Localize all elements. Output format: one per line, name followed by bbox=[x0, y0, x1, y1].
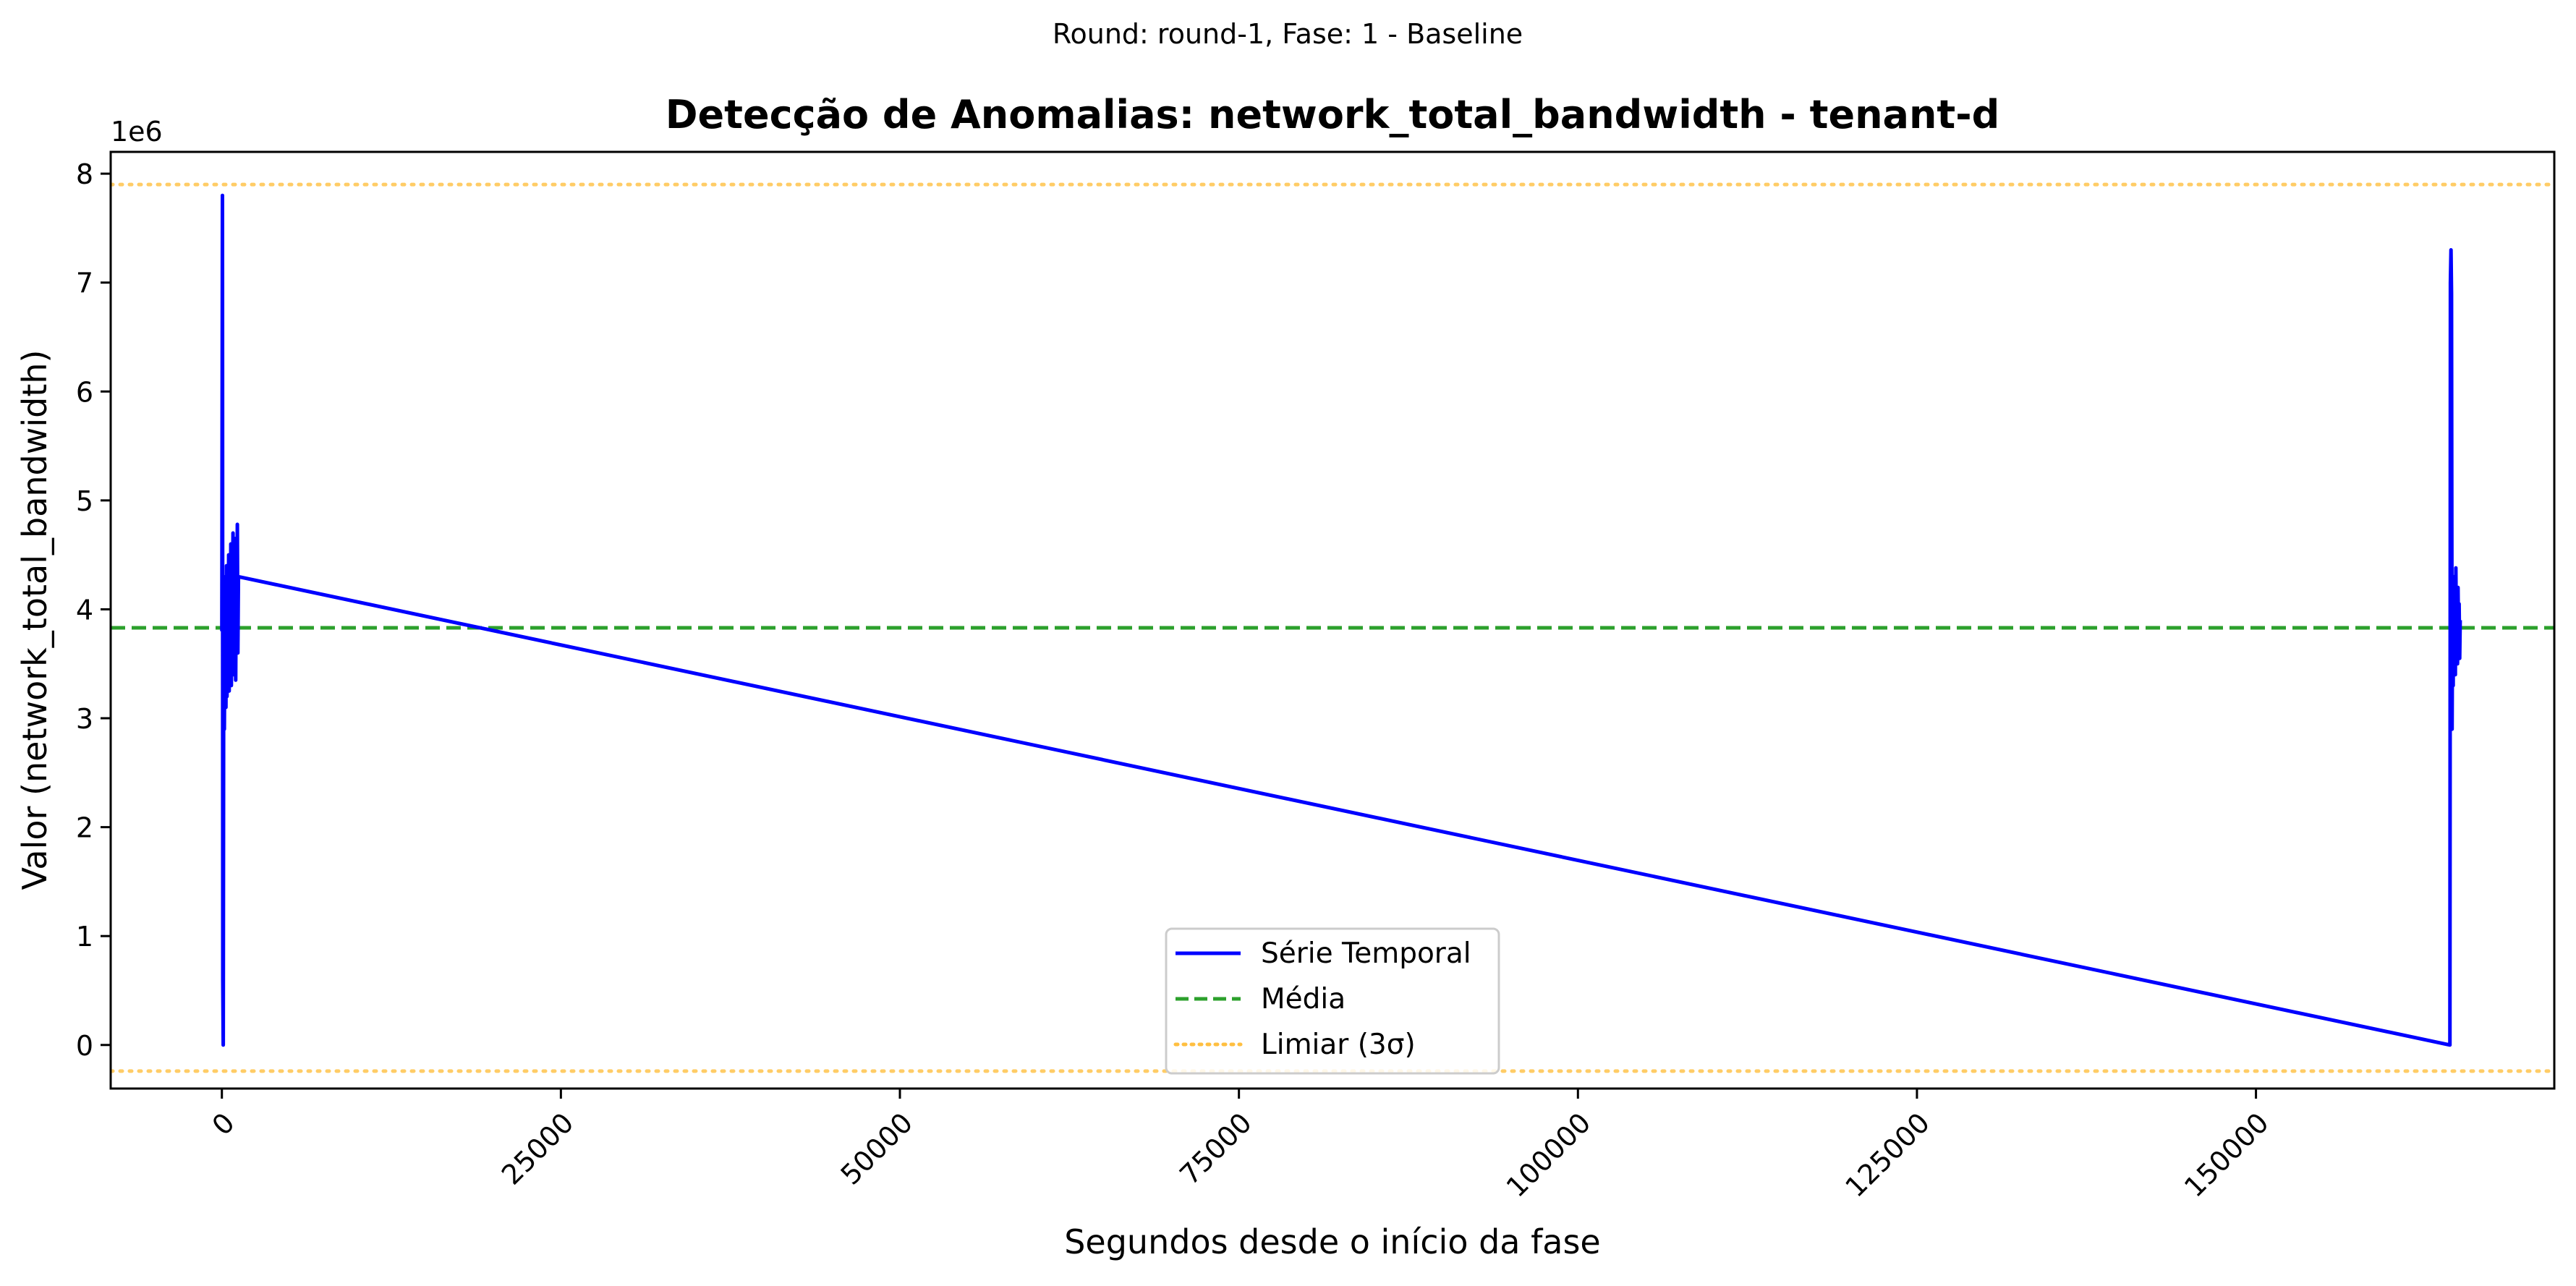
x-tick-label: 25000 bbox=[496, 1107, 580, 1191]
chart-legend: Série Temporal Média Limiar (3σ) bbox=[1165, 927, 1500, 1075]
figure-suptitle: Round: round-1, Fase: 1 - Baseline bbox=[1053, 18, 1523, 50]
y-tick-label: 0 bbox=[76, 1030, 93, 1062]
y-axis-offset-label: 1e6 bbox=[111, 116, 163, 148]
x-tick-label: 100000 bbox=[1500, 1107, 1597, 1204]
x-tick-label: 50000 bbox=[835, 1107, 919, 1191]
x-tick-label: 75000 bbox=[1173, 1107, 1258, 1191]
chart-title: Detecção de Anomalias: network_total_ban… bbox=[666, 92, 2000, 137]
legend-box bbox=[1165, 927, 1500, 1075]
x-tick-label: 150000 bbox=[2178, 1107, 2275, 1204]
x-axis-label: Segundos desde o início da fase bbox=[1064, 1222, 1601, 1261]
y-axis-label: Valor (network_total_bandwidth) bbox=[15, 350, 54, 890]
y-tick-label: 8 bbox=[76, 158, 93, 190]
legend-label-limiar: Limiar (3σ) bbox=[1261, 1029, 1416, 1061]
x-tick-label: 125000 bbox=[1839, 1107, 1936, 1204]
legend-label-serie-temporal: Série Temporal bbox=[1261, 937, 1471, 970]
y-tick-label: 1 bbox=[76, 921, 93, 953]
plot-frame bbox=[109, 150, 2556, 1090]
x-tick-label: 0 bbox=[206, 1107, 241, 1141]
y-tick-label: 2 bbox=[76, 812, 93, 844]
y-tick-label: 3 bbox=[76, 703, 93, 735]
legend-label-media: Média bbox=[1261, 983, 1346, 1015]
y-tick-label: 4 bbox=[76, 594, 93, 626]
y-tick-label: 5 bbox=[76, 485, 93, 517]
y-tick-label: 7 bbox=[76, 268, 93, 299]
y-tick-label: 6 bbox=[76, 376, 93, 408]
series-line-serie-temporal bbox=[220, 193, 2462, 1047]
